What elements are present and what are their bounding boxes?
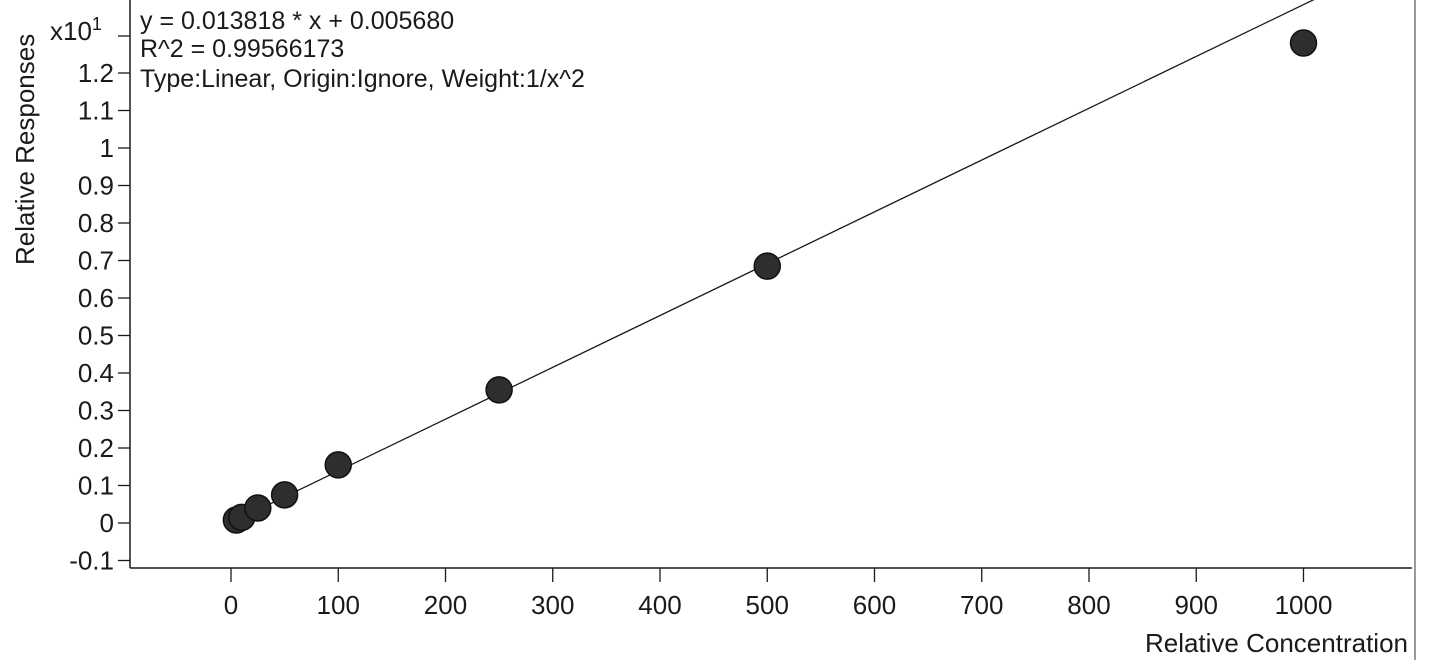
data-points (222, 29, 1318, 534)
data-point (324, 451, 352, 479)
y-tick-label: 1.1 (78, 96, 114, 126)
y-tick-label: -0.1 (69, 546, 114, 576)
data-point (244, 494, 272, 522)
x-tick-label: 900 (1175, 590, 1218, 620)
r-squared-label: R^2 = 0.99566173 (140, 35, 344, 63)
x-tick-label: 100 (317, 590, 360, 620)
y-tick-label: 0.1 (78, 471, 114, 501)
data-point (753, 252, 781, 280)
fit-type-label: Type:Linear, Origin:Ignore, Weight:1/x^2 (140, 65, 585, 93)
y-tick-label: 0.3 (78, 396, 114, 426)
x-tick-label: 500 (746, 590, 789, 620)
x-tick-label: 1000 (1275, 590, 1333, 620)
y-multiplier-exponent: 1 (92, 14, 102, 34)
y-tick-label: 0.6 (78, 283, 114, 313)
x-tick-label: 400 (638, 590, 681, 620)
y-tick-label: 0.2 (78, 433, 114, 463)
y-tick-label: 0.8 (78, 208, 114, 238)
data-point (485, 376, 513, 404)
y-axis: -0.1 0 0.1 0.2 0.3 0.4 0.5 0.6 0.7 0.8 0.9 1 1.1 1.2 (69, 0, 131, 576)
equation-label: y = 0.013818 * x + 0.005680 (140, 7, 454, 35)
x-tick-label: 300 (531, 590, 574, 620)
y-axis-title: Relative Responses (10, 34, 40, 265)
x-tick-label: 800 (1067, 590, 1110, 620)
y-tick-label: 0 (100, 508, 114, 538)
y-tick-label: 0.9 (78, 171, 114, 201)
y-tick-label: 1.2 (78, 58, 114, 88)
x-axis-title: Relative Concentration (1145, 628, 1408, 658)
y-tick-label: 1 (100, 133, 114, 163)
data-point (1289, 29, 1318, 57)
x-axis: 0 100 200 300 400 500 600 700 800 900 1000 (130, 567, 1412, 620)
x-tick-label: 700 (960, 590, 1003, 620)
y-tick-label: 0.5 (78, 321, 114, 351)
x-tick-label: 600 (853, 590, 896, 620)
y-tick-label: 0.4 (78, 358, 114, 388)
y-multiplier-label: x101 (50, 14, 102, 46)
data-point (270, 481, 299, 509)
x-tick-label: 0 (224, 590, 238, 620)
x-tick-label: 200 (424, 590, 467, 620)
y-tick-label: 0.7 (78, 246, 114, 276)
